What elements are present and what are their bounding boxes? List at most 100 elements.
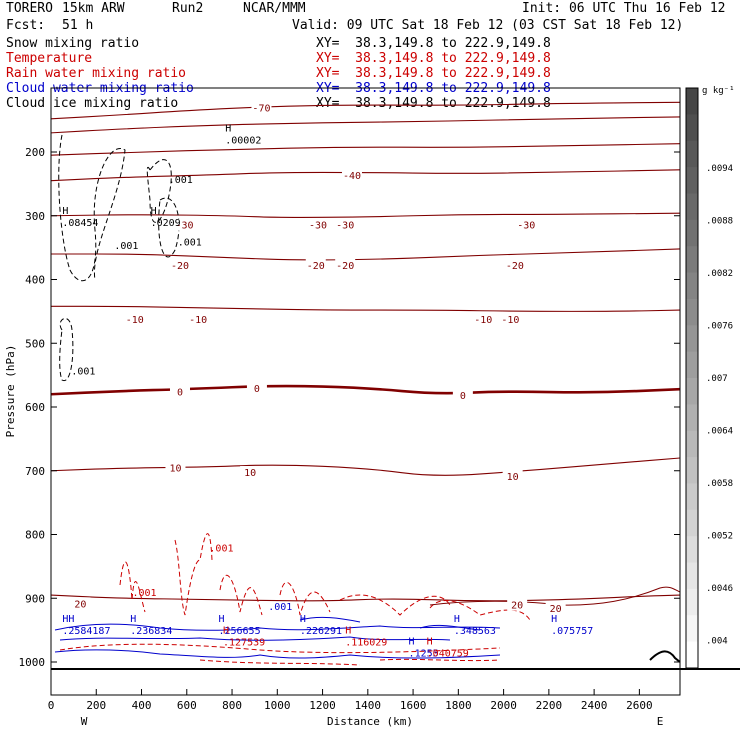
hydrometeor-contour-dashed xyxy=(279,581,331,616)
temperature-contour xyxy=(50,384,681,396)
max-value-labels: H.00002H.0209H.08454.001.001.001.001.001… xyxy=(62,123,593,659)
y-tick-label: 200 xyxy=(25,146,45,159)
legend-label-snow: Snow mixing ratio xyxy=(6,36,140,51)
x-end-label-west: W xyxy=(81,715,88,728)
hydrometeor-contour-dashed xyxy=(174,533,213,616)
temperature-contour-lines xyxy=(50,101,681,602)
max-marker: H xyxy=(409,636,415,647)
contour-label-bg xyxy=(240,466,261,479)
contour-label: -30 xyxy=(309,221,327,232)
temperature-contour xyxy=(50,101,681,120)
colorbar-swatch xyxy=(686,641,698,669)
max-value-label: .127539 xyxy=(223,638,265,649)
max-value-label: .040759 xyxy=(427,648,469,659)
contour-label-bg xyxy=(165,461,186,474)
max-value-label: .001 xyxy=(132,588,156,599)
hydrometeor-contour-dashed xyxy=(59,318,74,382)
max-value-label: .001 xyxy=(209,543,233,554)
contour-label-bg xyxy=(507,598,528,611)
contour-label: 20 xyxy=(74,599,86,610)
contour-label-bg xyxy=(308,218,329,231)
x-tick-label: 200 xyxy=(86,699,106,712)
hydrometeor-contours xyxy=(54,134,681,666)
contour-label-bg xyxy=(70,597,91,610)
temperature-contour-surface xyxy=(429,586,681,606)
colorbar-label: .007 xyxy=(706,374,728,384)
max-value-label: .001 xyxy=(169,175,193,186)
y-tick-label: 1000 xyxy=(19,656,46,669)
cloud-water-contour xyxy=(299,616,361,623)
contour-label-bg xyxy=(473,313,494,326)
x-end-label-east: E xyxy=(657,715,664,728)
hydrometeor-contour-dashed xyxy=(379,658,501,662)
max-value-label: .236834 xyxy=(130,626,172,637)
init-time: Init: 06 UTC Thu 16 Feb 12 xyxy=(522,1,726,16)
max-value-label: .256655 xyxy=(218,626,260,637)
colorbar-swatch xyxy=(686,88,698,115)
legend-xy-snow: XY= 38.3,149.8 to 222.9,149.8 xyxy=(316,36,551,51)
org-name: NCAR/MMM xyxy=(243,1,306,16)
max-value-label: .001 xyxy=(71,367,95,378)
temperature-contour xyxy=(51,248,681,261)
max-marker: H xyxy=(218,614,224,625)
x-tick-label: 1800 xyxy=(445,699,472,712)
x-axis-title: Distance (km) xyxy=(327,715,413,728)
temperature-contour xyxy=(50,457,681,476)
hydrometeor-contour-dashed xyxy=(58,134,126,282)
contour-label-bg xyxy=(188,313,209,326)
colorbar-swatch xyxy=(686,114,698,142)
max-marker: H xyxy=(223,626,229,637)
hydrometeor-contour-dashed xyxy=(59,643,501,654)
legend-xy-cloud-ice: XY= 38.3,149.8 to 222.9,149.8 xyxy=(316,96,551,111)
max-marker: H xyxy=(225,123,231,134)
colorbar-label: .0064 xyxy=(706,427,733,437)
y-tick-label: 300 xyxy=(25,210,45,223)
contour-label: -10 xyxy=(474,315,492,326)
contour-label-bg xyxy=(251,101,272,114)
colorbar-swatch xyxy=(686,378,698,405)
max-value-label: .1255 xyxy=(409,648,439,659)
hydrometeor-contour-dashed xyxy=(219,574,263,616)
hydrometeor-contour-dashed xyxy=(146,159,172,223)
max-marker: H xyxy=(454,614,460,625)
temperature-contour xyxy=(50,594,681,602)
y-tick-label: 500 xyxy=(25,337,45,350)
x-tick-label: 600 xyxy=(177,699,197,712)
contour-label: -10 xyxy=(189,315,207,326)
colorbar-swatch xyxy=(686,272,698,300)
max-marker: HH xyxy=(62,614,74,625)
y-tick-label: 700 xyxy=(25,465,45,478)
contour-label-bg xyxy=(452,388,473,401)
legend-label-cloud-ice: Cloud ice mixing ratio xyxy=(6,96,179,111)
colorbar-label: .004 xyxy=(706,637,728,647)
max-marker: H xyxy=(130,614,136,625)
contour-label: 10 xyxy=(169,464,181,475)
terrain-peak xyxy=(649,650,681,663)
contour-label: -30 xyxy=(517,221,535,232)
contour-label: -20 xyxy=(171,261,189,272)
colorbar-swatch xyxy=(686,219,698,247)
contour-label: 0 xyxy=(177,388,183,399)
cloud-water-contour xyxy=(59,636,451,641)
colorbar: .0094 .0088 .0082 .0076 .007 .0064 .0058 .0052.… xyxy=(685,87,733,669)
contour-label-bg xyxy=(502,469,523,482)
hydrometeor-contour-dashed xyxy=(158,197,180,258)
fcst-label: Fcst: xyxy=(6,18,46,33)
hydrometeor-contour-dashed xyxy=(199,659,361,666)
max-value-label: .001 xyxy=(178,237,202,248)
contour-label: 0 xyxy=(254,384,260,395)
colorbar-frame xyxy=(685,87,699,669)
contour-label-bg xyxy=(504,258,525,271)
x-tick-label: 800 xyxy=(222,699,242,712)
colorbar-swatch xyxy=(686,404,698,432)
colorbar-swatch xyxy=(686,246,698,274)
colorbar-swatch xyxy=(686,588,698,616)
plot-frame xyxy=(50,87,681,696)
fcst-value: 51 h xyxy=(62,18,94,33)
y-tick-label: 400 xyxy=(25,274,45,287)
x-tick-label: 2600 xyxy=(626,699,653,712)
contour-label-bg xyxy=(516,218,537,231)
colorbar-label: .0046 xyxy=(706,584,733,594)
contour-label-bg xyxy=(335,258,356,271)
